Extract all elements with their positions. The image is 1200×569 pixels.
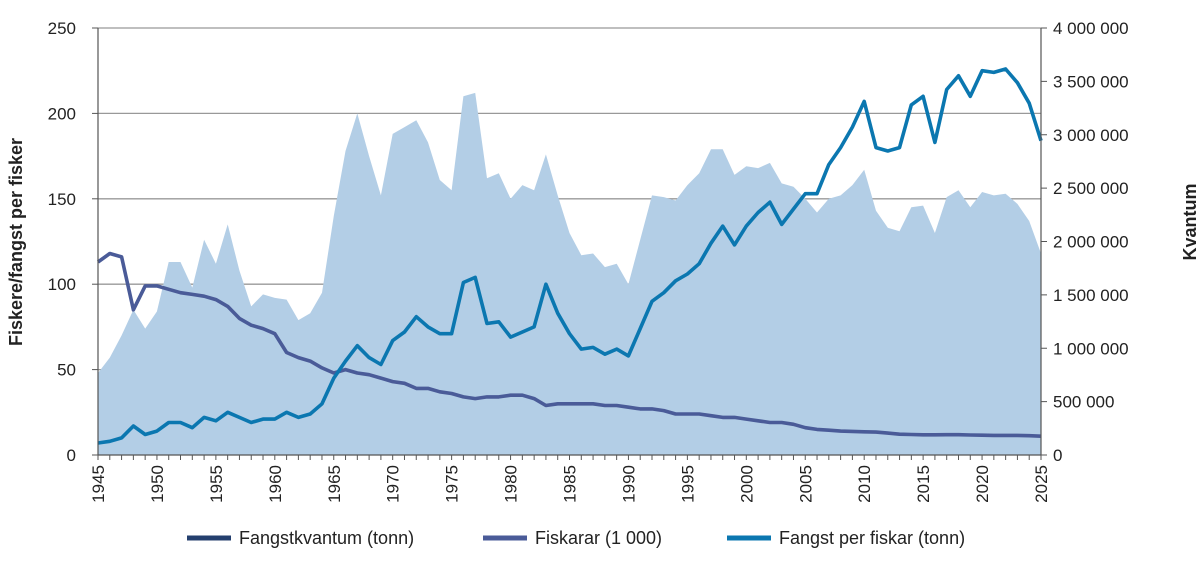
y-tick-label-right: 3 000 000	[1053, 126, 1129, 145]
tick-labels: 0 50 100 150 200 250 0 500 000 1 000 000 1 500 00…	[48, 19, 1129, 503]
legend-label: Fiskarar (1 000)	[535, 528, 662, 548]
y-tick-label-left: 150	[48, 190, 76, 209]
axes	[92, 27, 1047, 460]
x-tick-label: 1955	[207, 465, 226, 503]
legend-item-fangst-per-fiskar: Fangst per fiskar (tonn)	[727, 528, 965, 548]
y-tick-label-left: 0	[67, 446, 76, 465]
legend-label: Fangst per fiskar (tonn)	[779, 528, 965, 548]
x-tick-label: 2020	[973, 465, 992, 503]
x-tick-label: 2000	[737, 465, 756, 503]
y-tick-label-right: 500 000	[1053, 393, 1114, 412]
line-layer	[96, 67, 1043, 445]
x-tick-label: 1995	[678, 465, 697, 503]
x-tick-label: 1990	[619, 465, 638, 503]
legend-item-fangstkvantum: Fangstkvantum (tonn)	[187, 528, 414, 548]
y-tick-label-right: 4 000 000	[1053, 19, 1129, 38]
x-tick-label: 2010	[855, 465, 874, 503]
line-fiskarar	[96, 251, 1042, 438]
x-tick-label: 2005	[796, 465, 815, 503]
line-fangst-per-fiskar	[97, 67, 1043, 445]
y-tick-label-right: 2 000 000	[1053, 233, 1129, 252]
y-tick-label-right: 1 500 000	[1053, 286, 1129, 305]
y-axis-label-right: Kvantum	[1180, 183, 1200, 260]
x-tick-label: 1965	[325, 465, 344, 503]
x-tick-label: 1950	[148, 465, 167, 503]
legend-label: Fangstkvantum (tonn)	[239, 528, 414, 548]
x-tick-label: 2015	[914, 465, 933, 503]
area-layer	[98, 92, 1041, 456]
y-tick-label-left: 200	[48, 104, 76, 123]
legend-item-fiskarar: Fiskarar (1 000)	[483, 528, 662, 548]
x-tick-label: 2025	[1032, 465, 1051, 503]
y-tick-label-right: 0	[1053, 446, 1062, 465]
x-tick-label: 1960	[266, 465, 285, 503]
y-axis-label-left: Fiskere/fangst per fisker	[6, 138, 26, 346]
x-tick-label: 1975	[443, 465, 462, 503]
x-tick-label: 1985	[561, 465, 580, 503]
x-tick-label: 1945	[89, 465, 108, 503]
x-tick-label: 1980	[502, 465, 521, 503]
x-tick-label: 1970	[384, 465, 403, 503]
legend: Fangstkvantum (tonn) Fiskarar (1 000) Fang…	[187, 528, 965, 548]
area-fangstkvantum	[98, 92, 1041, 456]
y-tick-label-right: 3 500 000	[1053, 72, 1129, 91]
y-tick-label-left: 50	[57, 361, 76, 380]
y-tick-label-right: 2 500 000	[1053, 179, 1129, 198]
y-tick-label-left: 100	[48, 275, 76, 294]
y-tick-label-right: 1 000 000	[1053, 339, 1129, 358]
y-tick-label-left: 250	[48, 19, 76, 38]
